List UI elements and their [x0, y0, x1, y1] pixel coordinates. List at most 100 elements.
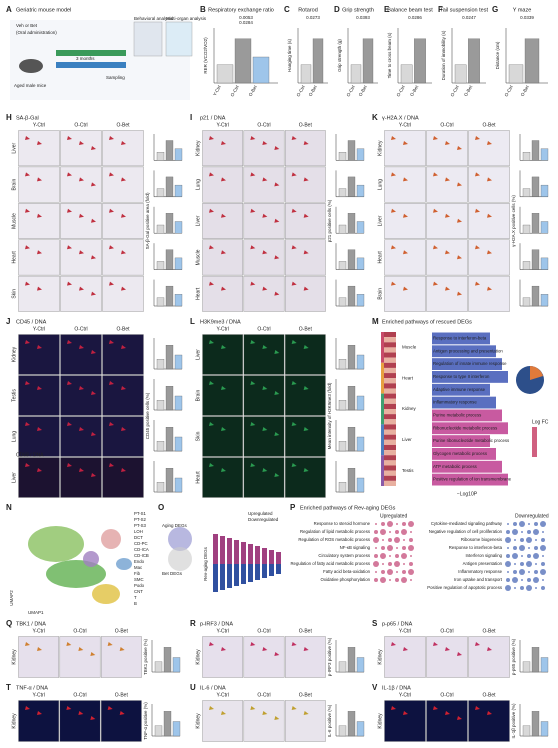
dot-shape: [380, 577, 386, 583]
dot-shape: [409, 562, 413, 566]
column-header: O-Bet: [299, 122, 313, 128]
image: [384, 367, 396, 374]
arrow-marker: [79, 386, 84, 390]
arrow-marker: [274, 291, 280, 296]
arrow-marker: [91, 218, 96, 223]
bar-shape: [531, 285, 540, 307]
bar-shape: [300, 64, 312, 84]
timeline: [56, 50, 126, 56]
bar-shape: [347, 647, 356, 673]
row-label: Kidney: [195, 140, 201, 156]
bar-shape: [269, 564, 274, 576]
bar-shape: [522, 261, 531, 270]
column-header: O-Bet: [299, 628, 313, 634]
row-label: Liver: [377, 215, 383, 226]
column-header: O-Bet: [482, 122, 496, 128]
row-label: Kidney: [195, 713, 201, 729]
bar-shape: [356, 657, 365, 673]
column-header: O-Ctrl: [440, 692, 453, 698]
arrow-marker: [25, 208, 30, 213]
dot-shape: [534, 522, 538, 526]
bar-shape: [540, 257, 549, 270]
cluster-legend: CD-ICB: [134, 553, 149, 558]
bar-shape: [156, 261, 165, 270]
arrow-marker: [209, 281, 214, 286]
image: [202, 130, 244, 167]
bar-shape: [163, 647, 172, 673]
bar-shape: [338, 441, 347, 452]
cluster-shape: [92, 584, 120, 604]
pathway-label: Purine metabolic process: [433, 413, 481, 418]
pathway-label: Inflammatory response: [458, 569, 502, 574]
image: [284, 130, 326, 167]
dot-shape: [381, 546, 385, 550]
image: [384, 352, 396, 358]
arrow-marker: [37, 345, 42, 349]
arrow-marker: [403, 647, 408, 651]
dot-shape: [373, 537, 379, 543]
image: [284, 203, 326, 239]
bar-shape: [154, 661, 163, 673]
image: [384, 460, 396, 466]
dot-shape: [520, 562, 524, 566]
y-axis-label: IL-6 positive (%): [327, 704, 332, 737]
arrow-marker: [274, 350, 280, 354]
dot-shape: [380, 529, 386, 535]
bar-shape: [468, 38, 480, 84]
dot-shape: [513, 522, 517, 526]
arrow-marker: [107, 642, 113, 646]
arrow-marker: [78, 647, 84, 651]
bar-shape: [262, 548, 267, 564]
arrow-marker: [121, 468, 126, 472]
arrow-marker: [91, 146, 96, 150]
pathway-label: Positive regulation of apoptotic process: [427, 585, 502, 590]
x-axis-label: −Log10P: [457, 491, 478, 497]
image: [384, 470, 396, 476]
arrow-marker: [291, 422, 297, 426]
image: [243, 375, 285, 416]
arrow-marker: [403, 250, 408, 255]
dot-shape: [402, 546, 406, 550]
panel-label: I: [190, 113, 192, 122]
arrow-marker: [391, 706, 396, 710]
image: [426, 275, 468, 312]
legend-label: Downregulated: [248, 517, 279, 522]
row-label: Liver: [11, 472, 17, 483]
arrow-marker: [37, 250, 42, 255]
arrow-marker: [109, 463, 114, 467]
image: [18, 457, 60, 498]
image: [384, 455, 396, 461]
pathway-label: ATP metabolic process: [433, 464, 477, 469]
arrow-marker: [487, 177, 492, 182]
arrow-marker: [291, 136, 297, 140]
arrow-marker: [121, 345, 126, 349]
p-value: 0.0053: [239, 15, 253, 20]
panel-subtitle: CD68 / DNA: [16, 452, 44, 458]
bar-shape: [540, 294, 549, 307]
arrow-marker: [262, 711, 268, 715]
dot-shape: [513, 546, 517, 550]
dot-shape: [396, 547, 398, 549]
panel-label: V: [372, 683, 378, 692]
arrow-marker: [121, 427, 126, 431]
arrow-marker: [445, 141, 450, 145]
dot-shape: [394, 537, 400, 543]
cluster-legend: Endo: [134, 559, 145, 564]
dot-shape: [540, 569, 546, 575]
arrow-marker: [25, 706, 30, 710]
arrow-marker: [487, 213, 492, 218]
image: [202, 375, 244, 416]
image: [59, 700, 101, 742]
bar-shape: [165, 176, 174, 197]
dot-shape: [381, 570, 385, 574]
arrow-marker: [221, 647, 226, 651]
arrow-marker: [25, 463, 30, 467]
image: [60, 166, 102, 203]
p-value: 0.0284: [239, 20, 253, 25]
arrow-marker: [457, 218, 462, 223]
image: [384, 357, 396, 363]
arrow-marker: [209, 381, 214, 385]
image: [384, 398, 396, 404]
row-label: Kidney: [377, 713, 383, 729]
row-label: Testis: [11, 389, 17, 402]
